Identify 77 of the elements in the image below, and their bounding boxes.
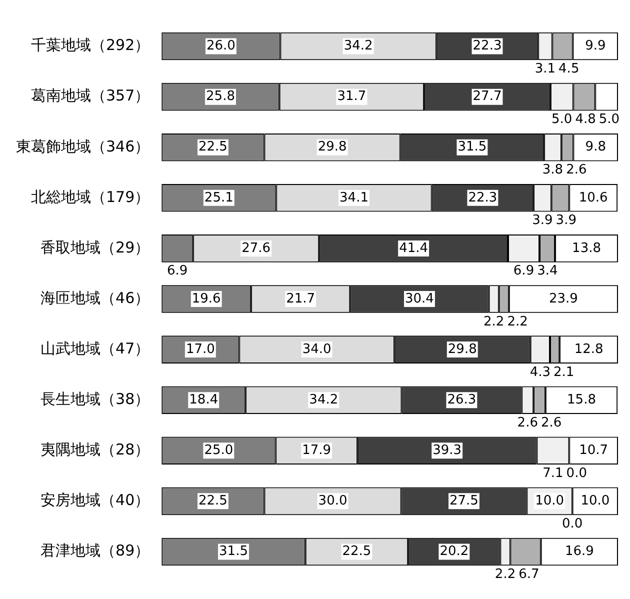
y-tick-label: 海匝地域（46） bbox=[40, 288, 150, 307]
data-label: 2.6 bbox=[517, 415, 538, 430]
data-label: 26.3 bbox=[447, 392, 476, 408]
data-label: 30.4 bbox=[405, 291, 434, 306]
data-label: 10.7 bbox=[579, 443, 608, 458]
data-label: 15.8 bbox=[567, 392, 596, 408]
data-label: 7.1 bbox=[542, 466, 564, 481]
data-label: 19.6 bbox=[192, 291, 221, 306]
data-label: 34.1 bbox=[340, 190, 368, 206]
y-tick-label: 長生地域（38） bbox=[40, 390, 150, 408]
data-label: 18.4 bbox=[189, 392, 218, 408]
data-label: 2.6 bbox=[540, 415, 562, 430]
data-label: 3.8 bbox=[542, 162, 564, 178]
data-label: 26.0 bbox=[206, 38, 236, 54]
data-label: 22.5 bbox=[198, 494, 228, 509]
data-label: 34.2 bbox=[344, 38, 373, 54]
data-label: 31.5 bbox=[458, 140, 487, 155]
data-label: 10.0 bbox=[535, 494, 564, 509]
y-tick-label: 山武地域（47） bbox=[40, 339, 150, 358]
data-label: 0.0 bbox=[562, 516, 583, 532]
data-label: 22.5 bbox=[198, 140, 228, 155]
data-label: 29.8 bbox=[448, 342, 477, 357]
data-label: 16.9 bbox=[564, 544, 594, 560]
data-label: 29.8 bbox=[318, 140, 347, 155]
data-label: 2.2 bbox=[484, 314, 504, 330]
data-label: 25.0 bbox=[204, 443, 234, 458]
data-label: 27.6 bbox=[242, 240, 271, 256]
data-label: 17.0 bbox=[186, 342, 215, 357]
data-label: 9.9 bbox=[585, 38, 606, 54]
data-label: 17.9 bbox=[302, 443, 332, 458]
data-label: 27.7 bbox=[472, 89, 502, 104]
data-label: 30.0 bbox=[318, 494, 348, 509]
y-tick-label: 北総地域（179） bbox=[30, 188, 150, 206]
y-tick-label: 夷隅地域（28） bbox=[40, 440, 150, 459]
data-label: 3.4 bbox=[537, 264, 558, 279]
data-label: 5.0 bbox=[552, 112, 572, 128]
y-tick-label: 東葛飾地域（346） bbox=[16, 137, 150, 156]
data-label: 22.5 bbox=[342, 544, 372, 560]
data-label: 13.8 bbox=[572, 240, 601, 256]
data-label: 4.3 bbox=[530, 364, 551, 380]
y-tick-label: 千葉地域（292） bbox=[30, 36, 150, 54]
data-label: 20.2 bbox=[440, 544, 469, 560]
data-label: 25.8 bbox=[206, 89, 235, 104]
data-label: 10.6 bbox=[578, 190, 608, 206]
data-label: 4.5 bbox=[558, 62, 580, 77]
data-label: 23.9 bbox=[548, 291, 578, 306]
data-label: 31.5 bbox=[219, 544, 248, 560]
data-label: 12.8 bbox=[574, 342, 604, 357]
data-label: 10.0 bbox=[580, 494, 610, 509]
data-label: 21.7 bbox=[286, 291, 316, 306]
y-tick-label: 君津地域（89） bbox=[40, 542, 150, 560]
data-label: 39.3 bbox=[432, 443, 462, 458]
y-tick-label: 葛南地域（357） bbox=[30, 86, 150, 105]
data-label: 3.9 bbox=[532, 213, 553, 228]
data-label: 5.0 bbox=[598, 112, 620, 128]
data-label: 6.9 bbox=[167, 264, 188, 279]
data-label: 31.7 bbox=[337, 89, 366, 104]
data-label: 34.2 bbox=[309, 392, 338, 408]
data-label: 6.9 bbox=[513, 264, 534, 279]
data-label: 22.3 bbox=[468, 190, 498, 206]
y-tick-label: 香取地域（29） bbox=[40, 238, 150, 256]
data-label: 6.7 bbox=[518, 567, 540, 582]
data-label: 4.8 bbox=[575, 112, 596, 128]
data-label: 3.9 bbox=[556, 213, 576, 228]
data-label: 2.1 bbox=[554, 364, 574, 380]
data-label: 0.0 bbox=[566, 466, 587, 481]
data-label: 2.2 bbox=[507, 314, 528, 330]
data-label: 22.3 bbox=[472, 38, 502, 54]
data-label: 3.1 bbox=[534, 62, 556, 77]
data-label: 9.8 bbox=[585, 140, 606, 155]
data-label: 25.1 bbox=[204, 190, 234, 206]
data-label: 34.0 bbox=[302, 342, 332, 357]
data-label: 2.6 bbox=[566, 162, 587, 178]
data-label: 41.4 bbox=[399, 240, 428, 256]
data-label: 2.2 bbox=[494, 567, 516, 582]
data-label: 27.5 bbox=[450, 494, 478, 509]
y-tick-label: 安房地域（40） bbox=[40, 491, 150, 510]
